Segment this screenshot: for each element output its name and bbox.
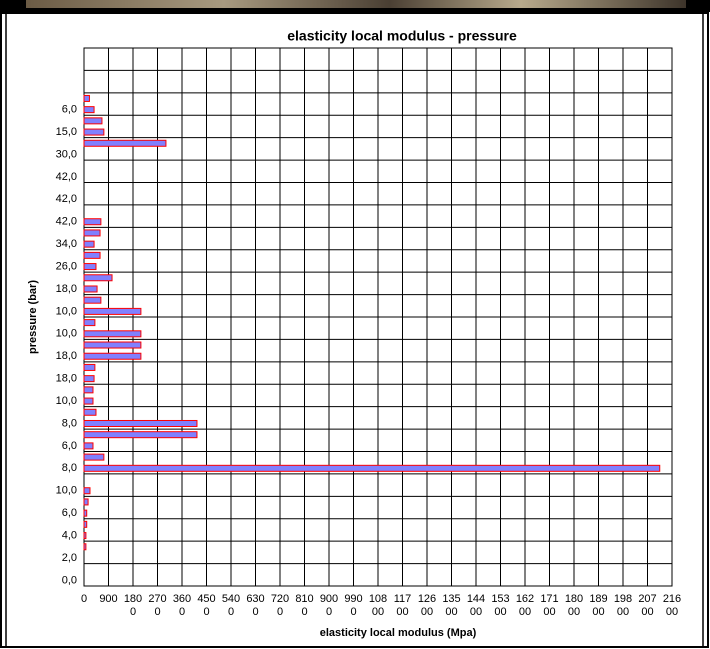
- chart-title: elasticity local modulus - pressure: [287, 28, 517, 44]
- y-tick-label: 42,0: [56, 216, 77, 228]
- y-tick-label: 6,0: [62, 507, 77, 519]
- bar: [84, 286, 97, 292]
- y-tick-label: 18,0: [56, 373, 77, 385]
- x-tick-label: 5400: [220, 593, 242, 619]
- x-tick-label: 3600: [171, 593, 193, 619]
- bar: [84, 510, 87, 516]
- screen: elasticity local modulus - pressure elas…: [0, 0, 710, 649]
- y-tick-label: 10,0: [56, 485, 77, 497]
- y-axis-title: pressure (bar): [27, 280, 39, 354]
- y-tick-label: 18,0: [56, 350, 77, 362]
- bar: [84, 409, 96, 415]
- bar: [84, 241, 94, 247]
- bar: [84, 454, 104, 460]
- bar: [84, 376, 94, 382]
- x-tick-label: 2700: [147, 593, 169, 619]
- y-tick-label: 26,0: [56, 260, 77, 272]
- bar: [84, 95, 89, 101]
- x-tick-label: 13500: [441, 593, 463, 619]
- bar: [84, 387, 93, 393]
- x-tick-label: 21600: [661, 593, 683, 619]
- bar: [84, 129, 104, 135]
- x-tick-label: 10800: [367, 593, 389, 619]
- chart: elasticity local modulus - pressure elas…: [0, 0, 710, 649]
- x-tick-label: 0: [73, 593, 95, 606]
- y-tick-label: 0,0: [62, 574, 77, 586]
- bar: [84, 342, 141, 348]
- bar: [84, 275, 112, 281]
- x-tick-label: 4500: [196, 593, 218, 619]
- x-tick-label: 11700: [392, 593, 414, 619]
- y-tick-label: 42,0: [56, 171, 77, 183]
- photo-strip: [26, 0, 686, 8]
- y-tick-label: 18,0: [56, 283, 77, 295]
- bar: [84, 320, 95, 326]
- x-tick-label: 6300: [245, 593, 267, 619]
- y-tick-label: 30,0: [56, 148, 77, 160]
- bar: [84, 308, 141, 314]
- y-tick-label: 2,0: [62, 552, 77, 564]
- bar: [84, 521, 87, 527]
- bar: [84, 252, 100, 258]
- x-tick-label: 12600: [416, 593, 438, 619]
- bar: [84, 107, 94, 113]
- y-tick-label: 6,0: [62, 104, 77, 116]
- y-tick-label: 10,0: [56, 305, 77, 317]
- bar: [84, 297, 101, 303]
- bar: [84, 364, 95, 370]
- bar: [84, 219, 101, 225]
- y-tick-label: 8,0: [62, 417, 77, 429]
- x-tick-label: 7200: [269, 593, 291, 619]
- x-tick-label: 900: [98, 593, 120, 606]
- bar: [84, 443, 93, 449]
- x-tick-label: 19800: [612, 593, 634, 619]
- outer-border: [1, 13, 708, 647]
- bar: [84, 353, 141, 359]
- x-tick-label: 15300: [490, 593, 512, 619]
- bar: [84, 488, 90, 494]
- bar: [84, 533, 86, 539]
- y-tick-label: 34,0: [56, 238, 77, 250]
- bar: [84, 465, 660, 471]
- y-tick-label: 42,0: [56, 193, 77, 205]
- y-tick-label: 10,0: [56, 328, 77, 340]
- x-tick-label: 18000: [563, 593, 585, 619]
- bar: [84, 140, 166, 146]
- x-tick-label: 9000: [318, 593, 340, 619]
- bar: [84, 432, 197, 438]
- x-axis-title: elasticity local modulus (Mpa): [320, 627, 477, 639]
- x-tick-label: 8100: [294, 593, 316, 619]
- y-tick-label: 15,0: [56, 126, 77, 138]
- bar: [84, 420, 197, 426]
- bar: [84, 398, 93, 404]
- y-tick-label: 10,0: [56, 395, 77, 407]
- bar: [84, 499, 88, 505]
- x-tick-label: 18900: [588, 593, 610, 619]
- y-tick-label: 4,0: [62, 529, 77, 541]
- x-tick-label: 17100: [539, 593, 561, 619]
- x-tick-label: 16200: [514, 593, 536, 619]
- bar: [84, 544, 86, 550]
- bar: [84, 118, 102, 124]
- x-tick-label: 20700: [637, 593, 659, 619]
- bar: [84, 331, 141, 337]
- y-tick-label: 6,0: [62, 440, 77, 452]
- bar: [84, 264, 96, 270]
- x-tick-label: 14400: [465, 593, 487, 619]
- x-tick-label: 1800: [122, 593, 144, 619]
- bar: [84, 230, 100, 236]
- x-tick-label: 9900: [343, 593, 365, 619]
- y-tick-label: 8,0: [62, 462, 77, 474]
